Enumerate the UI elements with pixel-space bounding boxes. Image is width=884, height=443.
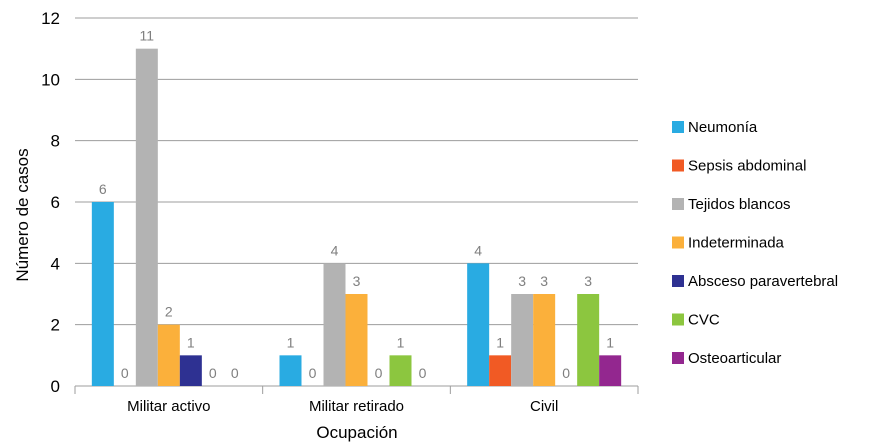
x-category-label: Militar retirado — [309, 398, 404, 415]
y-tick-label: 6 — [51, 193, 60, 212]
x-category-label: Militar activo — [127, 398, 210, 415]
data-label: 1 — [496, 334, 504, 350]
data-label: 0 — [309, 365, 317, 381]
data-label: 4 — [331, 242, 339, 258]
data-label: 1 — [606, 334, 614, 350]
data-label: 0 — [231, 365, 239, 381]
legend-swatch — [672, 198, 684, 210]
data-label: 3 — [540, 273, 548, 289]
legend-label: Sepsis abdominal — [688, 158, 806, 175]
data-label: 3 — [518, 273, 526, 289]
bar — [179, 355, 202, 386]
legend-swatch — [672, 236, 684, 249]
data-label: 6 — [99, 181, 107, 197]
bar — [279, 355, 302, 386]
bar — [135, 48, 158, 387]
legend-label: CVC — [688, 312, 720, 329]
bar — [533, 294, 556, 386]
data-label: 0 — [121, 365, 129, 381]
data-label: 0 — [209, 365, 217, 381]
bar — [323, 263, 346, 386]
legend-label: Tejidos blancos — [688, 196, 791, 213]
legend-label: Osteoarticular — [688, 350, 781, 367]
data-label: 4 — [474, 242, 482, 258]
bar — [389, 355, 412, 386]
bars — [91, 48, 622, 387]
data-label: 1 — [287, 334, 295, 350]
y-tick-label: 4 — [51, 254, 60, 273]
legend-label: Neumonía — [688, 119, 758, 136]
x-axis: Militar activo Militar retirado Civil — [74, 386, 639, 415]
data-label: 3 — [353, 273, 361, 289]
y-tick-label: 12 — [41, 9, 60, 28]
bar — [489, 355, 512, 386]
x-category-label: Civil — [530, 398, 558, 415]
data-label: 3 — [584, 273, 592, 289]
bar — [599, 355, 622, 386]
legend-swatch — [672, 313, 684, 326]
bar — [345, 294, 368, 386]
y-tick-label: 10 — [41, 70, 60, 89]
data-label: 0 — [562, 365, 570, 381]
legend-swatch — [672, 352, 684, 364]
legend-swatch — [672, 121, 684, 133]
legend-label: Absceso paravertebral — [688, 273, 838, 290]
y-tick-label: 0 — [51, 377, 60, 396]
data-label: 11 — [140, 28, 155, 44]
bar — [577, 294, 600, 386]
y-tick-label: 2 — [51, 316, 60, 335]
y-tick-label: 8 — [51, 132, 60, 151]
data-label: 1 — [187, 334, 195, 350]
bar — [91, 202, 114, 386]
y-axis-title: Número de casos — [13, 148, 32, 281]
bar — [157, 324, 180, 386]
bar — [511, 294, 534, 386]
data-label: 0 — [419, 365, 427, 381]
legend-label: Indeterminada — [688, 235, 785, 252]
legend: Neumonía Sepsis abdominal Tejidos blancos I… — [672, 119, 838, 367]
legend-swatch — [672, 159, 684, 172]
data-label: 0 — [375, 365, 383, 381]
data-label: 1 — [397, 334, 405, 350]
data-label: 2 — [165, 304, 173, 320]
bar — [467, 263, 490, 386]
y-axis-ticks: 0 2 4 6 8 10 12 — [41, 9, 60, 396]
legend-swatch — [672, 275, 684, 287]
x-axis-title: Ocupación — [316, 423, 397, 442]
